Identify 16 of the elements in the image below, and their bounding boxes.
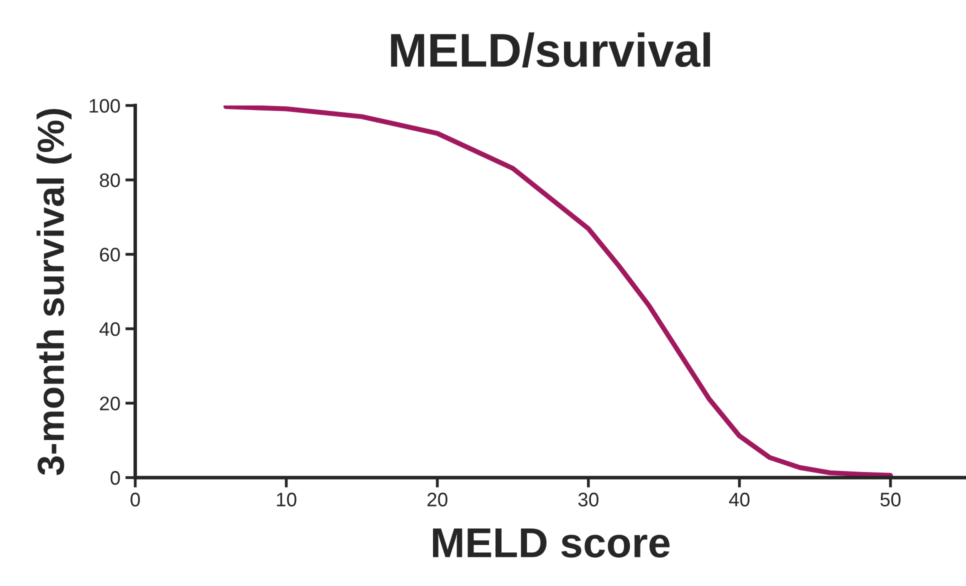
- x-tick-label: 30: [578, 492, 598, 506]
- x-tick-label: 0: [130, 492, 140, 506]
- chart-title: MELD/survival: [391, 32, 710, 68]
- line-series: [223, 105, 893, 478]
- x-tick-label: 40: [729, 492, 750, 506]
- x-tick-label: 10: [276, 492, 296, 506]
- y-axis-title: 3-month survival (%): [36, 108, 72, 476]
- x-tick-label: 20: [428, 492, 448, 506]
- y-tick-label: 40: [99, 322, 120, 336]
- y-tick-label: 100: [90, 98, 120, 113]
- x-axis-title: MELD score: [433, 528, 670, 558]
- x-tick-label: 50: [880, 492, 901, 506]
- y-tick-label: 60: [100, 248, 120, 262]
- y-tick-label: 80: [100, 173, 120, 188]
- y-tick-label: 20: [100, 396, 120, 410]
- y-tick-label: 0: [110, 471, 120, 485]
